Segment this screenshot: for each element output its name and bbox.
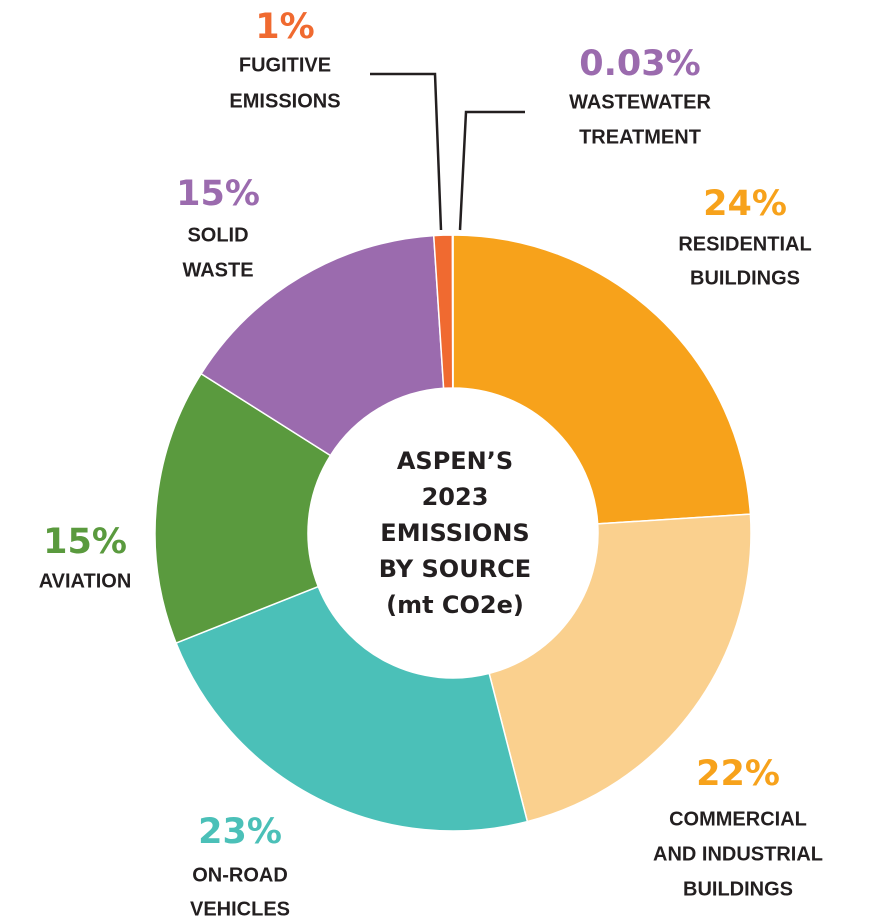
leader-line: [458, 110, 525, 231]
value-label: 15%: [176, 174, 260, 214]
donut-slice: [154, 372, 332, 645]
value-label: 15%: [43, 522, 127, 562]
value-label: 24%: [703, 184, 787, 224]
donut-slice: [451, 234, 454, 389]
donut-slice: [488, 513, 752, 823]
chart-title: (mt CO2e): [386, 591, 524, 619]
category-label: BUILDINGS: [690, 267, 800, 289]
category-label: RESIDENTIAL: [678, 233, 811, 255]
donut-slice: [452, 234, 752, 525]
donut-slice: [200, 234, 445, 457]
value-label: 1%: [255, 7, 314, 47]
leader-line: [370, 72, 443, 231]
category-label: COMMERCIAL: [669, 808, 807, 830]
chart-title: EMISSIONS: [380, 519, 529, 547]
value-label: 23%: [198, 812, 282, 852]
chart-title: 2023: [422, 483, 489, 511]
value-label: 0.03%: [579, 44, 700, 84]
category-label: AND INDUSTRIAL: [653, 843, 823, 865]
category-label: WASTE: [182, 259, 253, 281]
category-label: WASTEWATER: [569, 91, 711, 113]
category-label: TREATMENT: [579, 126, 701, 148]
category-label: SOLID: [187, 224, 248, 246]
category-label: ON-ROAD: [192, 864, 288, 886]
category-label: AVIATION: [39, 570, 132, 592]
value-label: 22%: [696, 754, 780, 794]
chart-title: BY SOURCE: [379, 555, 531, 583]
category-label: BUILDINGS: [683, 878, 793, 900]
donut-slice: [175, 585, 529, 832]
category-label: VEHICLES: [190, 898, 290, 920]
category-label: EMISSIONS: [229, 90, 340, 112]
category-label: FUGITIVE: [239, 54, 331, 76]
chart-title: ASPEN’S: [397, 447, 513, 475]
